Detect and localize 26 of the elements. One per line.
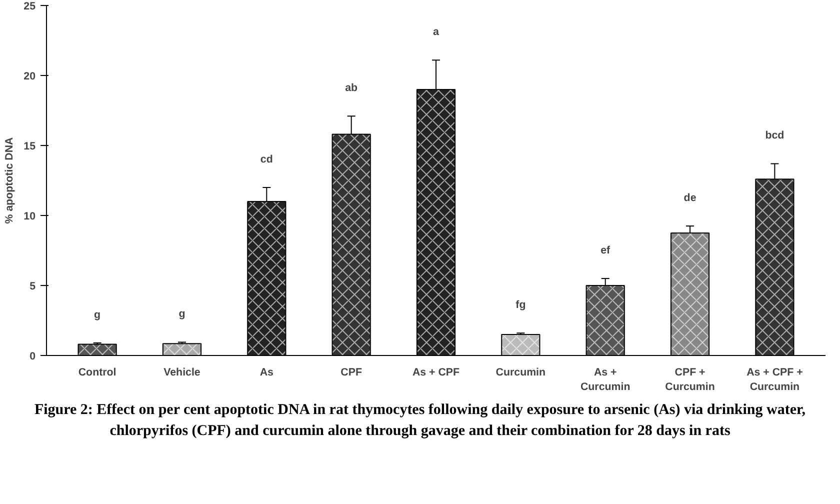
x-tick-label: CPF xyxy=(340,366,362,378)
annotation: bcd xyxy=(765,130,784,142)
annotation: ab xyxy=(345,82,358,94)
annotation: fg xyxy=(516,299,526,312)
y-tick-label: 0 xyxy=(30,350,36,362)
annotation: de xyxy=(684,192,696,204)
y-tick-label: 25 xyxy=(24,0,36,12)
y-axis-title: % apoptotic DNA xyxy=(4,136,16,224)
x-tick-label: As + Curcumin xyxy=(580,366,630,393)
x-tick-label: As xyxy=(260,366,274,378)
annotation: g xyxy=(178,308,186,320)
y-tick-label: 5 xyxy=(30,280,36,292)
x-tick-label: CPF + Curcumin xyxy=(665,366,715,393)
y-tick-label: 15 xyxy=(24,140,36,152)
x-tick-label: As + CPF + Curcumin xyxy=(746,366,803,393)
y-tick-label: 10 xyxy=(24,210,36,222)
annotation: cd xyxy=(260,154,273,166)
annotation: g xyxy=(94,308,101,321)
x-tick-label: Vehicle xyxy=(164,366,200,378)
y-tick-label: 20 xyxy=(24,70,36,82)
annotation: a xyxy=(433,26,440,38)
x-tick-label: Curcumin xyxy=(496,366,546,378)
x-tick-label: As + CPF xyxy=(412,366,460,378)
annotation: ef xyxy=(600,244,611,256)
x-tick-label: Control xyxy=(78,366,116,378)
caption: Figure 2: Effect on per cent apoptotic DNA in rat thymocytes following daily exposure to arsenic (As) via drinking water, chlorpyrifos (CPF) and curcumin alone through gavage and their combination for 28 days in rats xyxy=(33,401,807,442)
